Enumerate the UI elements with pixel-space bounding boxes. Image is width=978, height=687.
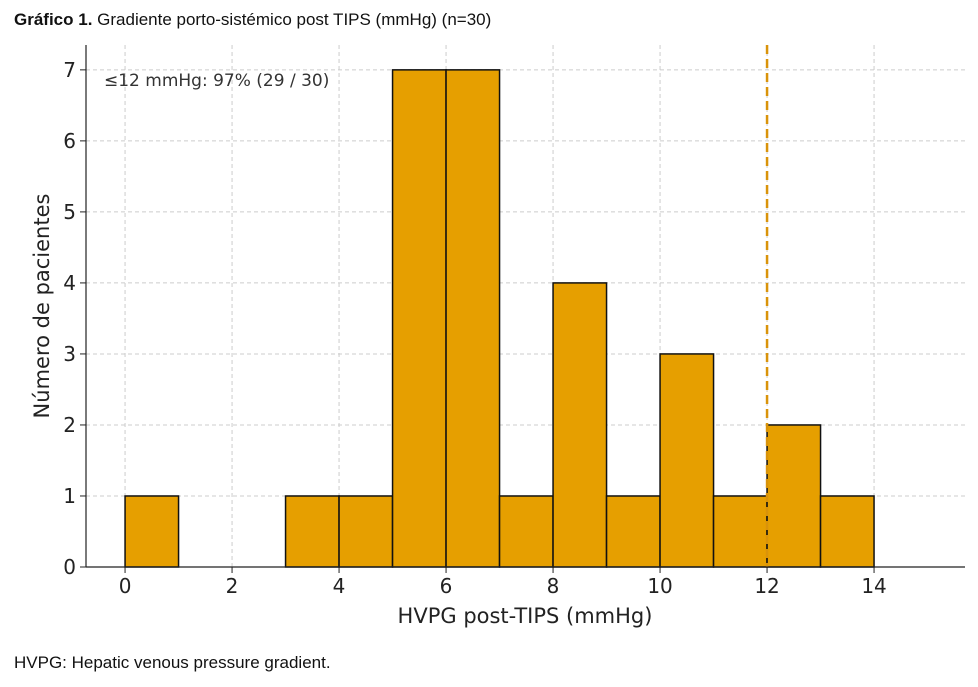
histogram-bar [391,69,447,568]
histogram-bar [819,495,875,568]
histogram-bar [659,353,715,568]
histogram-bar [605,495,661,568]
histogram-bar [712,495,768,568]
y-tick-label: 1 [63,484,76,508]
footnote: HVPG: Hepatic venous pressure gradient. [14,653,331,672]
histogram-bar [124,495,180,568]
histogram-bar [445,69,501,568]
x-tick-label: 14 [861,574,886,598]
chart-caption: Gráfico 1. Gradiente porto-sistémico pos… [14,10,491,30]
histogram-bar [284,495,340,568]
x-tick-label: 10 [647,574,672,598]
grid-lines [86,45,965,568]
x-tick-label: 8 [547,574,560,598]
x-tick-label: 12 [754,574,779,598]
caption-label: Gráfico 1. [14,10,93,29]
x-tick-label: 0 [119,574,132,598]
y-tick-label: 0 [63,555,76,579]
y-tick-label: 5 [63,200,76,224]
histogram-bar [498,495,554,568]
annotation: ≤12 mmHg: 97% (29 / 30) [104,71,329,91]
axes [80,45,965,573]
x-axis-label: HVPG post-TIPS (mmHg) [398,604,653,628]
y-tick-label: 7 [63,58,76,82]
y-tick-label: 4 [63,271,76,295]
histogram-bar [552,282,608,568]
caption-text: Gradiente porto-sistémico post TIPS (mmH… [92,10,492,29]
x-tick-label: 4 [333,574,346,598]
bars [124,69,875,568]
y-axis-label: Número de pacientes [30,194,54,419]
histogram-bar [338,495,394,568]
y-tick-label: 3 [63,342,76,366]
histogram-bar [766,424,822,568]
y-tick-label: 2 [63,413,76,437]
x-tick-label: 2 [226,574,239,598]
y-tick-label: 6 [63,129,76,153]
x-tick-label: 6 [440,574,453,598]
